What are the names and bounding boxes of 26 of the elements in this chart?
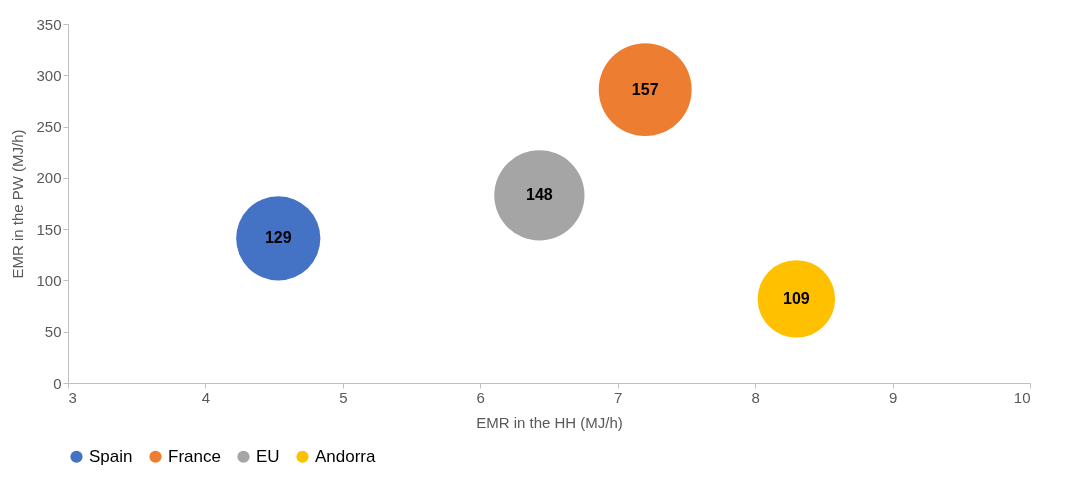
x-tick-label: 6 [476,388,485,406]
x-tick-label: 7 [614,388,623,406]
y-tick-label: 50 [44,323,62,341]
x-tick-label: 8 [751,388,760,406]
legend-label: France [168,446,221,466]
x-tick-label: 4 [201,388,211,406]
y-tick-label: 300 [36,66,62,84]
x-tick-label: 10 [1013,388,1031,406]
x-tick-label: 5 [339,388,348,406]
y-tick-label: 100 [36,271,62,289]
x-axis-title: EMR in the HH (MJ/h) [476,413,623,431]
data-label: 109 [783,289,810,307]
data-label: 129 [264,229,292,247]
legend-label: EU [256,446,280,466]
y-axis-title: EMR in the PW (MJ/h) [9,129,27,279]
y-tick-label: 200 [36,169,62,187]
y-tick-label: 350 [36,15,62,33]
data-label: 157 [631,80,659,98]
y-tick-label: 150 [36,220,62,238]
legend-label: Andorra [315,446,377,466]
y-tick-label: 0 [53,374,62,392]
legend-label: Spain [89,446,133,466]
x-tick-label: 9 [888,388,898,406]
data-label: 148 [526,186,553,204]
x-tick-label: 3 [68,388,77,406]
y-tick-label: 250 [36,118,62,136]
